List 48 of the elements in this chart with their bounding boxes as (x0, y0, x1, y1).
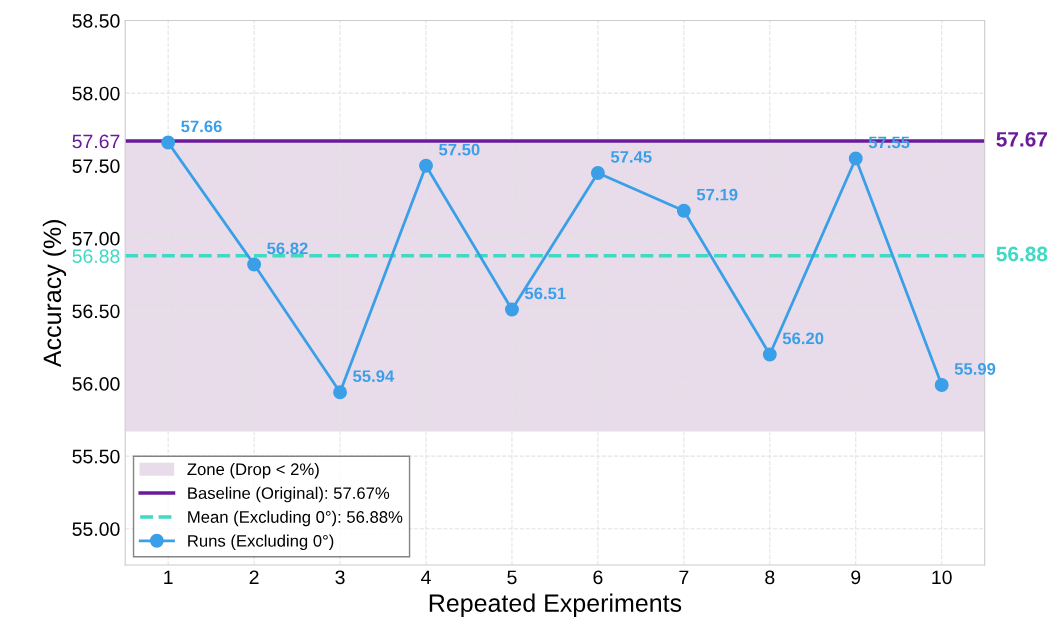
text: 56.82 (267, 242, 308, 255)
y-tick-label: 55.00 (72, 522, 120, 536)
y-tick-label: 57.50 (72, 159, 120, 173)
point (848, 151, 863, 166)
text: 57.67 (996, 131, 1047, 147)
text: 55.94 (353, 370, 395, 383)
legend-label: Baseline (Original): 57.67% (188, 486, 390, 503)
y-tick-label: 55.50 (72, 449, 120, 464)
x-tick-label: 6 (593, 570, 603, 585)
text: 57.45 (610, 151, 652, 163)
legend-label: Zone (Drop < 2%) (187, 462, 319, 479)
text: 56.88 (996, 246, 1048, 262)
x-tick-label: 10 (932, 570, 952, 585)
point (333, 385, 348, 400)
point (676, 203, 691, 218)
x-tick-label: 1 (164, 570, 173, 585)
point (419, 158, 433, 173)
point (934, 378, 949, 392)
point (505, 302, 519, 317)
legend-label: Runs (Excluding 0°) (188, 534, 334, 551)
point (590, 166, 605, 180)
point (247, 257, 262, 272)
x-tick-label: 2 (249, 570, 259, 585)
x-tick-label: 9 (851, 570, 861, 585)
text: 57.66 (181, 120, 222, 133)
y-tick-label: 58.50 (72, 14, 120, 28)
text: 57.19 (696, 188, 738, 201)
legend-label: Mean (Excluding 0°): 56.88% (188, 510, 403, 527)
text: 57.55 (868, 136, 910, 149)
text: 56.20 (782, 332, 824, 345)
x-tick-label: 5 (507, 570, 517, 585)
point (762, 347, 777, 362)
x-tick-label: 7 (679, 570, 689, 585)
y-tick-label: 56.50 (72, 304, 120, 319)
text: 55.99 (954, 362, 996, 375)
x-tick-label: 8 (765, 570, 775, 585)
point (161, 135, 176, 150)
text: 56.51 (524, 287, 566, 300)
x-tick-label: 3 (335, 570, 345, 585)
y-tick-label: 56.00 (72, 377, 120, 391)
y-axis-title: Accuracy (%) (42, 220, 67, 368)
y-tick-label: 56.88 (72, 249, 120, 264)
y-tick-label: 58.00 (72, 86, 120, 101)
x-axis-title: Repeated Experiments (429, 593, 682, 617)
text: 57.50 (439, 143, 480, 156)
x-tick-label: 4 (421, 570, 431, 585)
y-tick-label: 57.00 (72, 231, 120, 246)
y-tick-label: 57.67 (72, 134, 120, 149)
